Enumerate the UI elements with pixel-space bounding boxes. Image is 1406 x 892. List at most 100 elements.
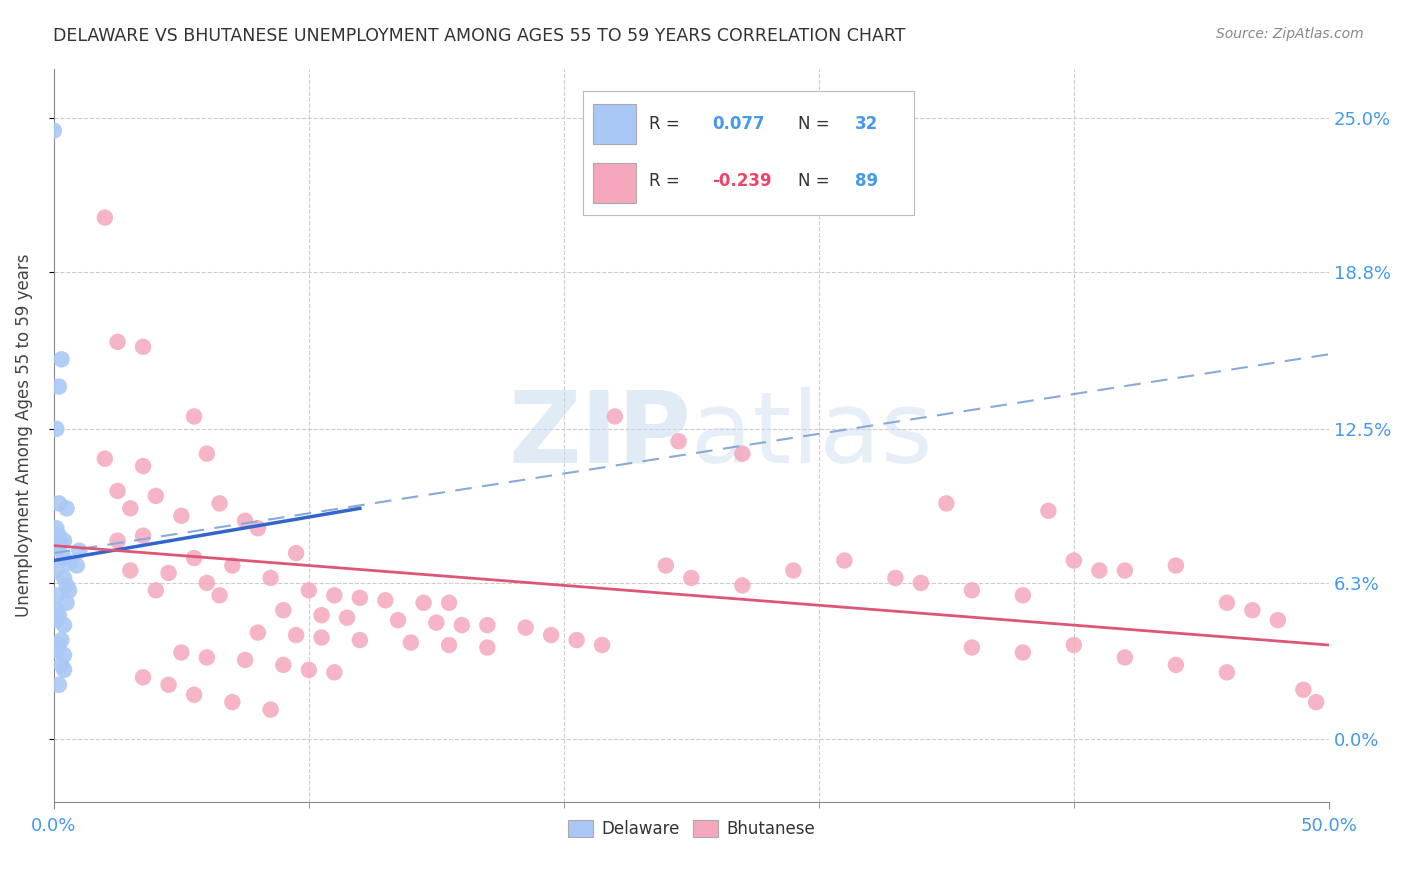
Point [273, 603, 295, 617]
Point [55, 578, 77, 592]
Point [259, 571, 281, 585]
Point [450, 618, 472, 632]
Point [132, 340, 155, 354]
Point [1088, 564, 1111, 578]
Point [668, 434, 690, 449]
Point [51, 352, 73, 367]
Text: DELAWARE VS BHUTANESE UNEMPLOYMENT AMONG AGES 55 TO 59 YEARS CORRELATION CHART: DELAWARE VS BHUTANESE UNEMPLOYMENT AMONG… [53, 27, 905, 45]
Point [1114, 650, 1136, 665]
Point [120, 501, 142, 516]
Point [910, 575, 932, 590]
Point [273, 657, 295, 672]
Y-axis label: Unemployment Among Ages 55 to 59 years: Unemployment Among Ages 55 to 59 years [15, 253, 32, 616]
Point [336, 610, 359, 624]
Point [120, 564, 142, 578]
Point [298, 663, 321, 677]
Point [731, 578, 754, 592]
Point [1164, 558, 1187, 573]
Point [1012, 645, 1035, 659]
Point [477, 618, 499, 632]
Point [94, 211, 117, 225]
Point [66, 558, 89, 573]
Point [323, 665, 346, 680]
Point [233, 514, 256, 528]
Point [425, 615, 447, 630]
Point [53, 533, 76, 548]
Point [45, 541, 67, 555]
Point [1114, 564, 1136, 578]
Point [195, 447, 218, 461]
Legend: Delaware, Bhutanese: Delaware, Bhutanese [561, 813, 821, 845]
Point [1241, 603, 1264, 617]
Point [45, 643, 67, 657]
Point [437, 596, 460, 610]
Point [515, 621, 537, 635]
Point [67, 543, 90, 558]
Point [884, 571, 907, 585]
Point [285, 628, 308, 642]
Point [58, 583, 80, 598]
Point [132, 459, 155, 474]
Point [221, 558, 243, 573]
Point [45, 521, 67, 535]
Point [94, 451, 117, 466]
Point [48, 638, 70, 652]
Point [311, 608, 333, 623]
Point [1305, 695, 1327, 709]
Point [960, 583, 983, 598]
Point [183, 409, 205, 424]
Point [1164, 657, 1187, 672]
Point [157, 566, 180, 580]
Point [246, 625, 269, 640]
Point [53, 571, 76, 585]
Point [55, 596, 77, 610]
Point [183, 551, 205, 566]
Point [157, 678, 180, 692]
Point [1216, 596, 1239, 610]
Text: ZIP: ZIP [509, 386, 692, 483]
Point [1267, 613, 1289, 627]
Point [374, 593, 396, 607]
Point [195, 575, 218, 590]
Point [1292, 682, 1315, 697]
Point [311, 631, 333, 645]
Point [1216, 665, 1239, 680]
Point [51, 657, 73, 672]
Point [221, 695, 243, 709]
Point [540, 628, 562, 642]
Point [45, 422, 67, 436]
Point [477, 640, 499, 655]
Point [51, 633, 73, 648]
Point [42, 123, 65, 137]
Point [1063, 638, 1085, 652]
Point [655, 558, 678, 573]
Point [51, 536, 73, 550]
Point [170, 508, 193, 523]
Point [48, 496, 70, 510]
Point [170, 645, 193, 659]
Point [53, 663, 76, 677]
Point [107, 483, 129, 498]
Point [603, 409, 626, 424]
Point [285, 546, 308, 560]
Point [145, 583, 167, 598]
Point [48, 379, 70, 393]
Point [591, 638, 613, 652]
Point [48, 529, 70, 543]
Point [960, 640, 983, 655]
Point [195, 650, 218, 665]
Point [45, 613, 67, 627]
Point [53, 618, 76, 632]
Text: Source: ZipAtlas.com: Source: ZipAtlas.com [1216, 27, 1364, 41]
Point [1063, 553, 1085, 567]
Text: atlas: atlas [692, 386, 934, 483]
Point [349, 591, 371, 605]
Point [935, 496, 957, 510]
Point [399, 635, 422, 649]
Point [45, 603, 67, 617]
Point [132, 670, 155, 684]
Point [1038, 504, 1060, 518]
Point [45, 588, 67, 602]
Point [55, 501, 77, 516]
Point [565, 633, 588, 648]
